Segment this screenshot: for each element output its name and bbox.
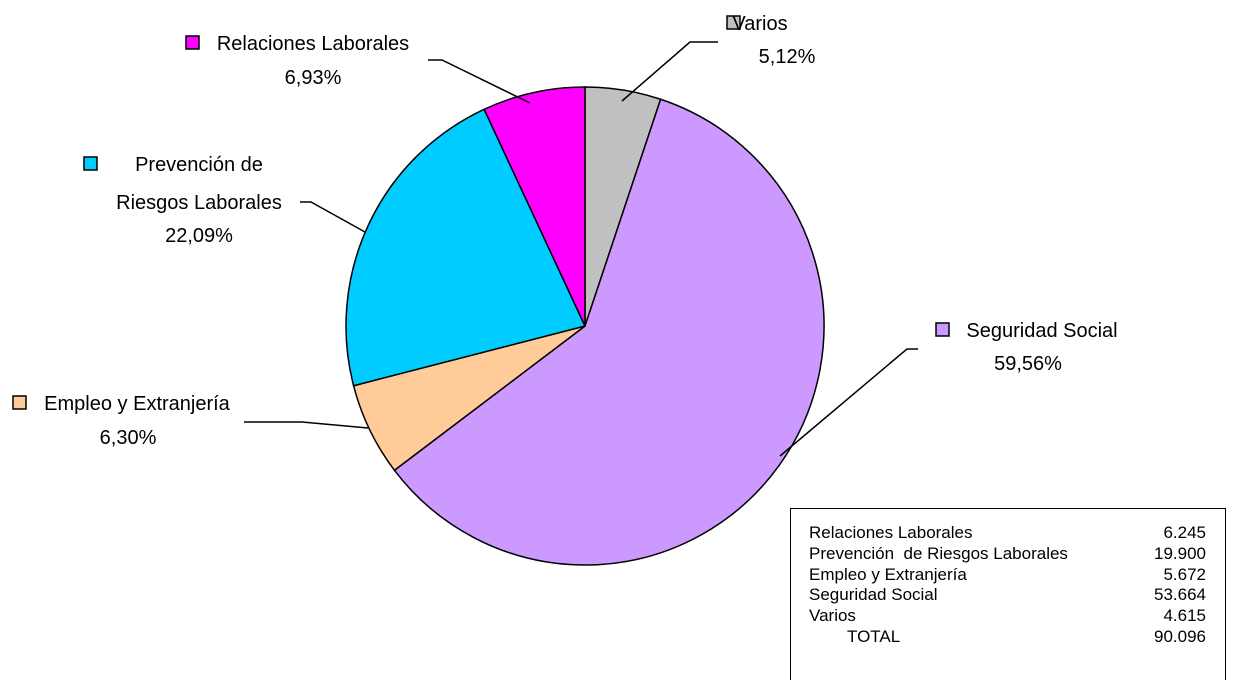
totals-row-value: 4.615 bbox=[1163, 606, 1206, 626]
totals-row-label: Empleo y Extranjería bbox=[809, 564, 967, 584]
slice-percent-relaciones-laborales: 6,93% bbox=[285, 67, 342, 89]
leader-line-empleo-y-extranjeria bbox=[244, 421, 369, 429]
legend-key-prevencion-de-riesgos-laborales bbox=[83, 156, 98, 171]
slice-labels: Varios 5,12% Seguridad Social 59,56% Empleo … bbox=[12, 13, 1118, 449]
pie-slice-prevencion-de-riesgos-laborales bbox=[345, 108, 587, 387]
totals-row-label: Varios bbox=[809, 606, 856, 626]
leader-line-prevencion-de-riesgos-laborales bbox=[300, 201, 366, 233]
leader-line-varios bbox=[621, 41, 718, 102]
pie-slice-relaciones-laborales bbox=[483, 86, 586, 327]
legend-key-empleo-y-extranjeria bbox=[12, 395, 27, 410]
slice-label-prevencion-de-riesgos-laborales-line-2: Riesgos Laborales bbox=[116, 192, 282, 214]
pie-slice-seguridad-social bbox=[393, 98, 825, 566]
legend-key-varios bbox=[726, 15, 741, 30]
totals-row: Empleo y Extranjería 5.672 bbox=[809, 565, 1225, 586]
totals-row-value: 19.900 bbox=[1154, 543, 1206, 563]
totals-total-label: TOTAL bbox=[847, 626, 901, 646]
leader-line-seguridad-social bbox=[779, 348, 918, 457]
totals-row-label: Seguridad Social bbox=[809, 585, 938, 605]
slice-percent-prevencion-de-riesgos-laborales: 22,09% bbox=[165, 225, 233, 247]
slice-label-empleo-y-extranjeria: Empleo y Extranjería bbox=[44, 393, 231, 415]
slice-percent-seguridad-social: 59,56% bbox=[994, 353, 1062, 375]
totals-row: Relaciones Laborales 6.245 bbox=[809, 523, 1225, 544]
totals-row-label: Relaciones Laborales bbox=[809, 523, 973, 542]
totals-row-value: 6.245 bbox=[1163, 523, 1206, 542]
slice-label-seguridad-social: Seguridad Social bbox=[966, 320, 1117, 342]
totals-row-value: 53.664 bbox=[1154, 585, 1206, 605]
slice-label-relaciones-laborales: Relaciones Laborales bbox=[217, 33, 409, 55]
totals-row: Prevención de Riesgos Laborales 19.900 bbox=[809, 544, 1225, 565]
legend-key-seguridad-social bbox=[935, 322, 950, 337]
legend-key-relaciones-laborales bbox=[185, 35, 200, 50]
leader-line-relaciones-laborales bbox=[428, 59, 531, 104]
leader-lines bbox=[244, 41, 918, 457]
totals-total-row: TOTAL 90.096 bbox=[809, 627, 1225, 648]
slice-label-prevencion-de-riesgos-laborales-line-1: Prevención de bbox=[135, 154, 263, 176]
totals-table: Relaciones Laborales 6.245 Prevención de R… bbox=[790, 508, 1226, 680]
slice-percent-varios: 5,12% bbox=[759, 46, 816, 68]
pie-slices bbox=[345, 86, 825, 566]
totals-row-value: 5.672 bbox=[1163, 564, 1206, 584]
totals-row-label: Prevención de Riesgos Laborales bbox=[809, 543, 1068, 563]
totals-row: Seguridad Social 53.664 bbox=[809, 585, 1225, 606]
totals-row: Varios 4.615 bbox=[809, 606, 1225, 627]
slice-percent-empleo-y-extranjeria: 6,30% bbox=[100, 427, 157, 449]
slice-label-varios: Varios bbox=[732, 13, 787, 35]
totals-total-value: 90.096 bbox=[1154, 626, 1206, 646]
